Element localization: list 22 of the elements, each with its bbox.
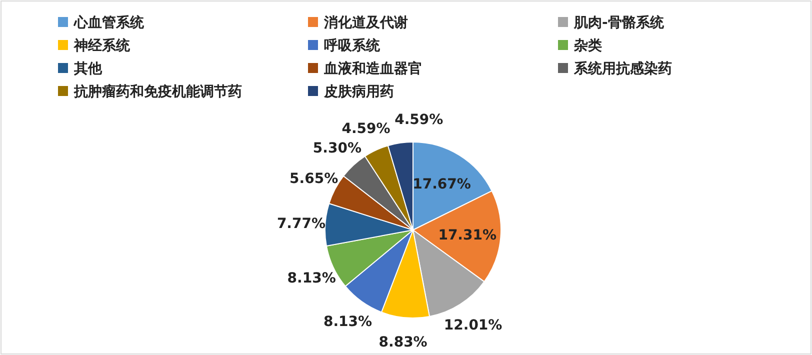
legend-label: 肌肉-骨骼系统 xyxy=(573,14,665,31)
legend-label: 其他 xyxy=(73,60,103,77)
data-label: 17.67% xyxy=(412,176,471,193)
legend-label: 皮肤病用药 xyxy=(323,82,394,100)
legend-label: 抗肿瘤药和免疫机能调节药 xyxy=(73,82,242,100)
data-label: 17.31% xyxy=(438,227,497,244)
data-label: 4.59% xyxy=(342,121,390,138)
data-label: 8.83% xyxy=(378,334,428,350)
data-label: 8.13% xyxy=(323,314,372,330)
legend-label: 消化道及代谢 xyxy=(323,14,408,31)
data-label: 7.77% xyxy=(276,216,326,232)
legend-label: 呼吸系统 xyxy=(324,36,381,54)
data-label: 8.13% xyxy=(287,270,336,286)
legend-label: 血液和造血器官 xyxy=(323,60,422,77)
data-label: 5.30% xyxy=(312,140,362,156)
data-label: 5.65% xyxy=(290,170,338,187)
legend-label: 神经系统 xyxy=(73,36,131,54)
legend-label: 心血管系统 xyxy=(73,14,145,31)
data-label: 4.59% xyxy=(394,112,444,128)
legend-label: 杂类 xyxy=(573,38,602,54)
legend-label: 系统用抗感染药 xyxy=(573,60,672,77)
data-label: 12.01% xyxy=(444,317,502,334)
